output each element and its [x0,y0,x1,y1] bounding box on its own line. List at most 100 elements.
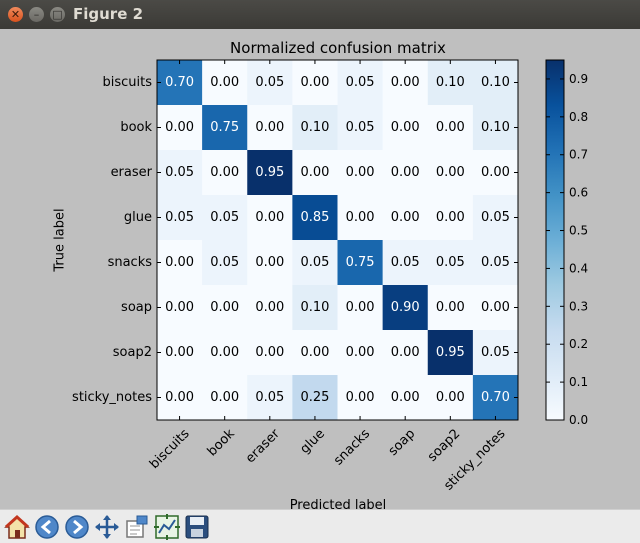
y-tick-label: book [120,120,152,135]
heatmap-cell [247,285,293,331]
minimize-icon[interactable]: – [29,7,44,22]
x-tick-label: eraser [243,426,283,466]
cell-value-label: 0.00 [391,120,420,135]
heatmap-cell [472,60,519,106]
zoom-icon[interactable] [123,513,151,541]
pan-icon[interactable] [93,513,121,541]
cell-value-label: 0.00 [165,255,194,270]
heatmap-cell [157,330,203,376]
cell-value-label: 0.00 [255,300,284,315]
heatmap-cell [427,375,474,421]
cell-value-label: 0.00 [210,300,239,315]
heatmap-cell [427,195,474,241]
cell-value-label: 0.05 [481,255,510,270]
cell-value-label: 0.00 [481,300,510,315]
window-titlebar: ✕ – □ Figure 2 [0,0,640,29]
colorbar-tick-label: 0.4 [569,261,588,275]
cell-value-label: 0.95 [255,165,284,180]
heatmap-cell [247,330,293,376]
cell-value-label: 0.05 [346,120,375,135]
heatmap-cell [382,150,429,196]
heatmap-cell [382,375,429,421]
cell-value-label: 0.00 [255,345,284,360]
plot-frame [156,59,519,421]
heatmap-cell [472,195,519,241]
subplots-icon[interactable] [153,513,181,541]
home-icon[interactable] [3,513,31,541]
cell-value-label: 0.05 [436,255,465,270]
heatmap-cell [202,60,248,106]
cell-value-label: 0.05 [255,75,284,90]
cell-value-label: 0.00 [346,300,375,315]
cell-value-label: 0.10 [481,75,510,90]
cell-value-label: 0.05 [210,210,239,225]
heatmap-cell [247,195,293,241]
heatmap-cell [427,105,474,151]
y-tick-label: sticky_notes [72,390,152,405]
close-icon[interactable]: ✕ [8,7,23,22]
cell-value-label: 0.00 [391,210,420,225]
save-icon[interactable] [183,513,211,541]
heatmap-cell [157,240,203,286]
y-tick-label: glue [124,210,152,225]
heatmap-cell [157,60,203,106]
cell-value-label: 0.10 [481,120,510,135]
figure-canvas: Normalized confusion matrix 0.70 0.00 0.05… [0,29,640,513]
y-tick-label: biscuits [102,75,152,90]
cell-value-label: 0.00 [436,300,465,315]
cell-value-label: 0.00 [210,390,239,405]
cell-value-label: 0.00 [300,75,329,90]
x-tick-label: book [205,426,238,459]
maximize-icon[interactable]: □ [50,7,65,22]
cell-value-label: 0.75 [210,120,239,135]
cell-value-label: 0.10 [300,300,329,315]
cell-value-label: 0.00 [300,165,329,180]
cell-value-label: 0.00 [210,345,239,360]
cell-value-label: 0.00 [391,390,420,405]
cell-value-label: 0.00 [165,300,194,315]
cell-value-label: 0.05 [255,390,284,405]
x-tick-label: biscuits [147,426,193,472]
cell-value-label: 0.05 [391,255,420,270]
cell-value-label: 0.05 [165,210,194,225]
heatmap-cell [202,330,248,376]
forward-icon[interactable] [63,513,91,541]
colorbar-tick-label: 0.0 [569,413,588,427]
heatmap-cell [382,240,429,286]
heatmap-cell [157,195,203,241]
heatmap-cell [427,60,474,106]
x-tick-label: soap [386,426,418,458]
heatmap-cell [337,105,384,151]
back-icon[interactable] [33,513,61,541]
heatmap-cell [292,195,338,241]
cell-value-label: 0.00 [436,390,465,405]
cell-value-label: 0.00 [255,120,284,135]
cell-value-label: 0.00 [346,165,375,180]
heatmap-cell [292,150,338,196]
heatmap-cell [427,330,474,376]
heatmap-cell [292,330,338,376]
heatmap-cell [337,375,384,421]
y-tick-label: eraser [111,165,153,180]
heatmap-cell [202,105,248,151]
cell-value-label: 0.05 [481,345,510,360]
heatmap-cell [472,240,519,286]
cell-value-label: 0.00 [436,120,465,135]
cell-value-label: 0.00 [210,75,239,90]
cell-value-label: 0.05 [165,165,194,180]
heatmap-cell [427,240,474,286]
y-tick-label: soap [121,300,152,315]
cell-value-label: 0.05 [210,255,239,270]
heatmap-cell [337,330,384,376]
heatmap-cell [292,240,338,286]
heatmap-cell [292,285,338,331]
colorbar-tick-label: 0.6 [569,186,588,200]
cell-value-label: 0.10 [300,120,329,135]
colorbar-tick-label: 0.7 [569,148,588,162]
heatmap-cell [247,150,293,196]
x-tick-label: glue [298,426,328,456]
heatmap-cell [292,105,338,151]
heatmap-cell [427,285,474,331]
cell-value-label: 0.00 [436,165,465,180]
heatmap-cell [472,150,519,196]
